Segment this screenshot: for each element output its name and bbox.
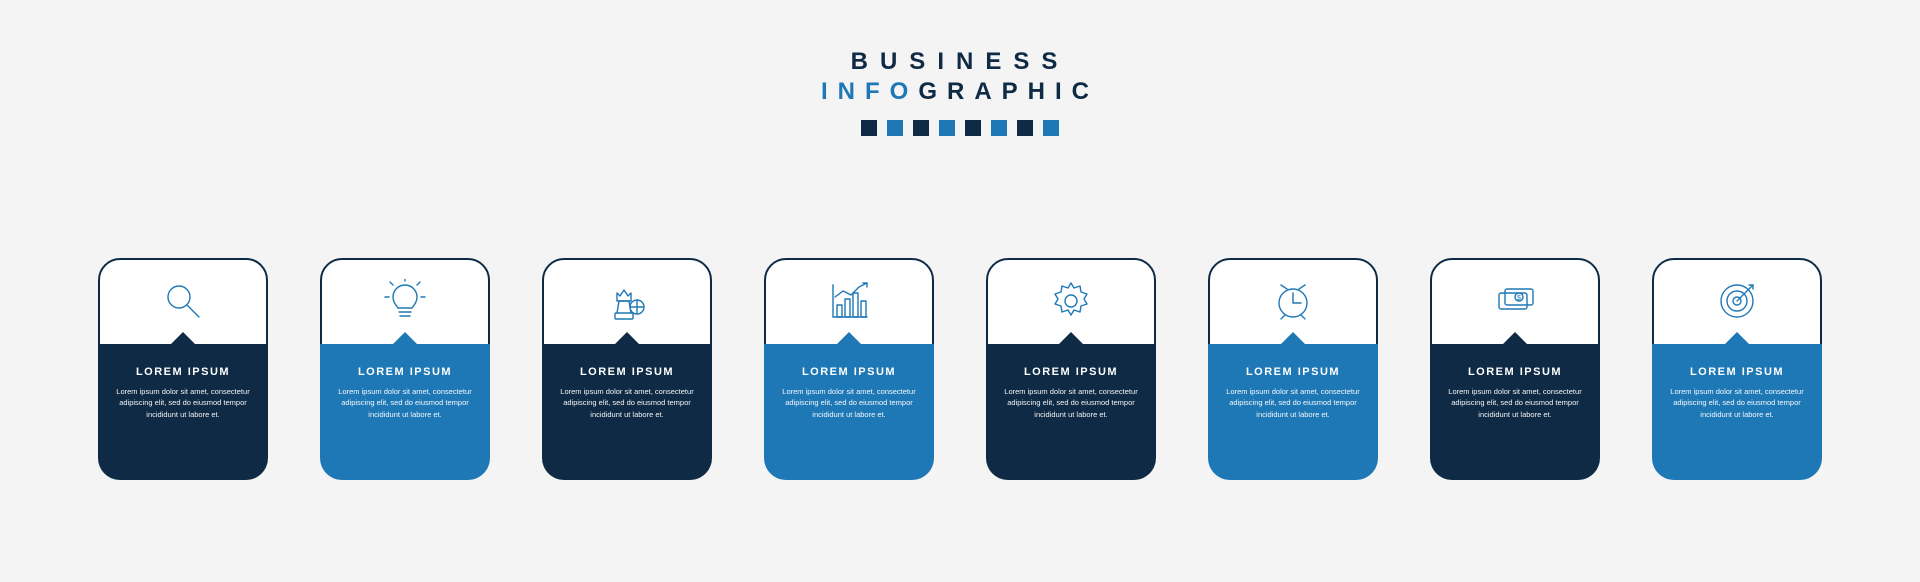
title-line2-seg2: GRAPHIC [918, 78, 1099, 105]
card-title: LOREM IPSUM [556, 366, 698, 378]
card-body: Lorem ipsum dolor sit amet, consectetur … [1222, 386, 1364, 420]
lightbulb-icon [320, 258, 490, 344]
money-icon [1430, 258, 1600, 344]
chess-icon [542, 258, 712, 344]
card-panel: LOREM IPSUM Lorem ipsum dolor sit amet, c… [542, 344, 712, 480]
card-title: LOREM IPSUM [112, 366, 254, 378]
dot [913, 120, 929, 136]
dots-row [0, 120, 1920, 136]
gear-icon [986, 258, 1156, 344]
card-body: Lorem ipsum dolor sit amet, consectetur … [1666, 386, 1808, 420]
title-line2-seg1: INFO [821, 78, 918, 105]
card-panel: LOREM IPSUM Lorem ipsum dolor sit amet, c… [1430, 344, 1600, 480]
dot [1043, 120, 1059, 136]
dot [965, 120, 981, 136]
dot [991, 120, 1007, 136]
dot [887, 120, 903, 136]
magnifier-icon [98, 258, 268, 344]
card-title: LOREM IPSUM [1444, 366, 1586, 378]
card-panel: LOREM IPSUM Lorem ipsum dolor sit amet, c… [98, 344, 268, 480]
card-body: Lorem ipsum dolor sit amet, consectetur … [1444, 386, 1586, 420]
card-title: LOREM IPSUM [1666, 366, 1808, 378]
card-body: Lorem ipsum dolor sit amet, consectetur … [334, 386, 476, 420]
card-body: Lorem ipsum dolor sit amet, consectetur … [1000, 386, 1142, 420]
header: BUSINESS INFOGRAPHIC [0, 48, 1920, 136]
card-title: LOREM IPSUM [1222, 366, 1364, 378]
target-icon [1652, 258, 1822, 344]
chart-icon [764, 258, 934, 344]
card-title: LOREM IPSUM [778, 366, 920, 378]
card-title: LOREM IPSUM [334, 366, 476, 378]
card-panel: LOREM IPSUM Lorem ipsum dolor sit amet, c… [1208, 344, 1378, 480]
dot [1017, 120, 1033, 136]
title-line2: INFOGRAPHIC [0, 78, 1920, 106]
card-panel: LOREM IPSUM Lorem ipsum dolor sit amet, c… [320, 344, 490, 480]
card-panel: LOREM IPSUM Lorem ipsum dolor sit amet, c… [1652, 344, 1822, 480]
card-panel: LOREM IPSUM Lorem ipsum dolor sit amet, c… [764, 344, 934, 480]
card-body: Lorem ipsum dolor sit amet, consectetur … [778, 386, 920, 420]
card-body: Lorem ipsum dolor sit amet, consectetur … [112, 386, 254, 420]
card-panel: LOREM IPSUM Lorem ipsum dolor sit amet, c… [986, 344, 1156, 480]
card-title: LOREM IPSUM [1000, 366, 1142, 378]
dot [861, 120, 877, 136]
title-line1: BUSINESS [0, 48, 1920, 76]
card-body: Lorem ipsum dolor sit amet, consectetur … [556, 386, 698, 420]
dot [939, 120, 955, 136]
clock-icon [1208, 258, 1378, 344]
